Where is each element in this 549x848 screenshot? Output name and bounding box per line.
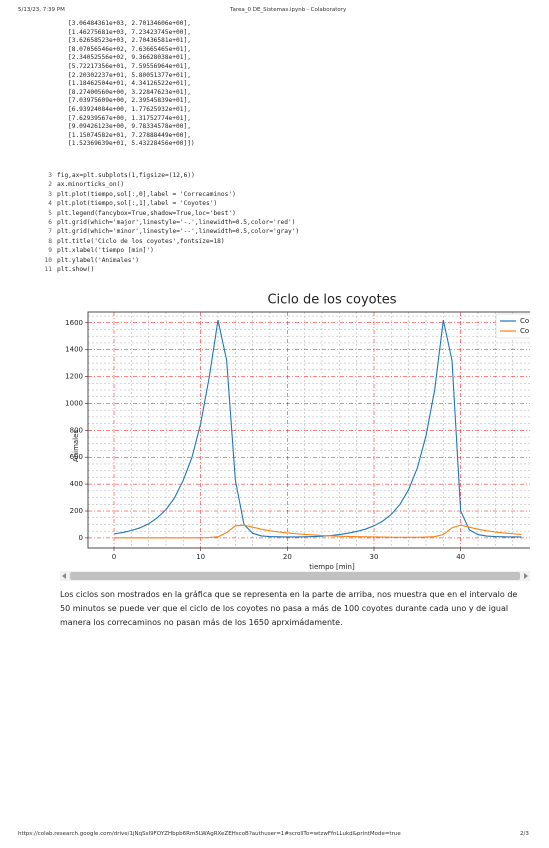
- x-tick-label: 20: [283, 553, 292, 561]
- chart-title: Ciclo de los coyotes: [267, 293, 396, 308]
- print-title: Tarea_0 DE_Sistemas.ipynb - Colaboratory: [230, 7, 347, 13]
- line-number: 4: [48, 200, 52, 208]
- output-line: [2.34052556e+02, 9.36628038e+01],: [68, 54, 191, 62]
- output-line: [8.07056546e+02, 7.63665465e+01],: [68, 45, 191, 53]
- output-line: [7.62939567e+00, 1.31752774e+01],: [68, 114, 191, 122]
- output-line: [2.20302237e+01, 5.80051377e+01],: [68, 71, 191, 79]
- code-line: plt.title('Ciclo de los coyotes',fontsiz…: [57, 237, 225, 245]
- series-line: [113, 319, 522, 538]
- code-line: plt.plot(tiempo,sol[:,1],label = 'Coyote…: [57, 200, 218, 208]
- y-tick-label: 400: [70, 480, 83, 488]
- output-line: [3.62658523e+03, 2.70436581e+01],: [68, 37, 191, 45]
- output-line: [1.18462504e+01, 4.34126522e+01],: [68, 80, 191, 88]
- line-number: 7: [48, 228, 52, 236]
- output-line: [7.03975609e+00, 2.39545839e+01],: [68, 97, 191, 105]
- code-line: plt.legend(fancybox=True,shadow=True,loc…: [57, 209, 236, 217]
- y-tick-label: 600: [70, 453, 83, 461]
- line-number: 2: [48, 181, 52, 189]
- code-line: plt.xlabel('tiempo [min]'): [57, 247, 154, 255]
- footer-url: https://colab.research.google.com/drive/…: [18, 831, 401, 837]
- code-line: plt.ylabel('Animales'): [57, 256, 139, 264]
- output-line: [5.72217356e+01, 7.59556964e+01],: [68, 63, 191, 70]
- line-number: 6: [48, 219, 52, 226]
- y-tick-label: 0: [79, 534, 83, 542]
- output-line: [8.27400560e+00, 3.22847623e+01],: [68, 88, 191, 96]
- line-number: 3: [48, 172, 52, 179]
- scroll-right[interactable]: [524, 573, 528, 579]
- legend-box: [495, 313, 530, 339]
- output-line: [9.09426123e+00, 9.78334578e+00],: [68, 123, 191, 131]
- y-tick-label: 1000: [65, 399, 83, 407]
- x-tick-label: 30: [370, 553, 379, 561]
- code-line: ax.minorticks_on(): [57, 181, 125, 189]
- legend-label: Co: [520, 327, 529, 335]
- code-line: plt.plot(tiempo,sol[:,0],label = 'Correc…: [57, 190, 236, 198]
- line-number: 10: [44, 256, 52, 264]
- x-tick-label: 0: [112, 553, 116, 561]
- code-line: plt.grid(which='minor',linestyle='--',li…: [57, 228, 300, 236]
- x-axis-label: tiempo [min]: [309, 563, 355, 571]
- line-number: 11: [44, 266, 52, 273]
- line-number: 3: [48, 190, 52, 198]
- line-number: 9: [48, 247, 52, 255]
- y-tick-label: 1600: [65, 319, 83, 327]
- output-line: [1.52369639e+01, 5.43228456e+00]]): [68, 140, 195, 148]
- scroll-thumb[interactable]: [70, 572, 520, 580]
- paragraph: Los ciclos son mostrados en la gráfica q…: [60, 590, 518, 627]
- chart: Ciclo de los coyotes Animales tiempo [mi…: [65, 293, 530, 571]
- line-number: 5: [48, 209, 52, 217]
- output-line: [6.93924084e+00, 1.77625932e+01],: [68, 106, 191, 113]
- output-line: [1.15074582e+01, 7.27888449e+00],: [68, 131, 191, 139]
- output-line: [1.46275681e+03, 7.23423745e+00],: [68, 28, 191, 36]
- y-tick-label: 200: [70, 507, 83, 515]
- code-line: plt.show(): [57, 266, 95, 273]
- page-number: 2/3: [520, 831, 529, 837]
- print-date: 5/13/23, 7:39 PM: [18, 7, 65, 13]
- legend-label: Co: [520, 317, 529, 325]
- plot-frame: [87, 311, 530, 549]
- y-tick-label: 1200: [65, 373, 83, 381]
- scrollbar[interactable]: [60, 571, 530, 581]
- y-axis-label: Animales: [72, 430, 80, 463]
- y-tick-label: 800: [70, 426, 83, 434]
- y-tick-label: 1400: [65, 346, 83, 354]
- line-number: 8: [48, 237, 52, 245]
- code-line: fig,ax=plt.subplots(1,figsize=(12,6)): [57, 172, 195, 179]
- output-line: [3.06484361e+03, 2.70134606e+00],: [68, 20, 191, 27]
- series-line: [114, 524, 522, 539]
- scroll-left[interactable]: [62, 573, 66, 579]
- code-line: plt.grid(which='major',linestyle='-.',li…: [57, 219, 296, 226]
- x-tick-label: 40: [456, 553, 465, 561]
- x-tick-label: 10: [196, 553, 205, 561]
